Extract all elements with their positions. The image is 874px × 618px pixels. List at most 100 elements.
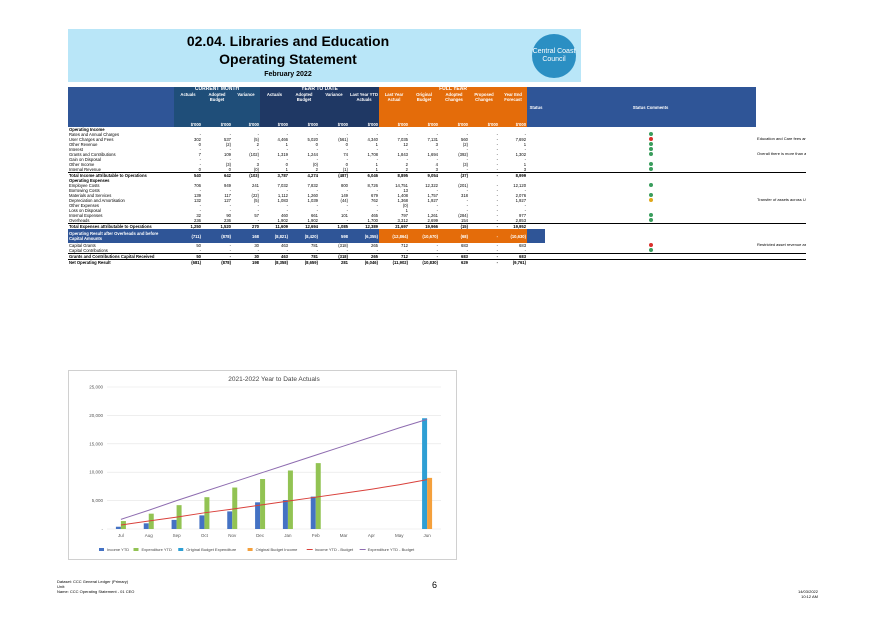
y-tick-label: 25,000 (89, 385, 103, 390)
value-cell: 1 (375, 162, 379, 167)
value-cell: 7,131 (427, 137, 439, 142)
value-cell: - (346, 208, 348, 213)
value-cell: 683 (499, 253, 528, 260)
row-label: Borrowing Costs (69, 188, 100, 193)
value-cell: 3 (435, 167, 439, 172)
row-label: Total Income attributable to Operations (68, 172, 174, 178)
value-cell: 1,244 (307, 152, 318, 157)
value-cell: - (229, 203, 231, 208)
bar-income-ytd (115, 526, 121, 529)
legend-label: Original Budget Income (256, 547, 299, 552)
page-number: 6 (432, 580, 438, 590)
value-cell: - (469, 253, 500, 260)
group-full-year: FULL YEAR (379, 87, 528, 92)
value-cell: (102) (249, 152, 259, 157)
x-tick-label: May (395, 533, 404, 538)
table-row: Internal Expenses 32 90 57 460 661 101 465 797 1,… (68, 213, 806, 218)
status-cell (545, 253, 757, 260)
value-cell: 712 (379, 253, 410, 260)
value-cell: 797 (401, 213, 409, 218)
value-cell: 0 (198, 142, 201, 147)
status-dot-icon (648, 142, 653, 146)
status-comment (756, 259, 806, 265)
value-cell: (3) (462, 162, 469, 167)
value-cell: (0) (312, 162, 318, 167)
row-label: Capital Grants (69, 243, 96, 248)
value-cell: 3 (256, 162, 259, 167)
value-cell: (44) (340, 198, 348, 203)
value-cell: (8,420) (289, 229, 319, 243)
value-cell: 19,966 (409, 223, 440, 229)
row-label: Other Revenue (69, 142, 98, 147)
value-cell: - (229, 243, 231, 248)
value-cell: 762 (371, 198, 379, 203)
value-cell: - (199, 162, 201, 167)
value-cell: (318) (338, 243, 348, 248)
value-cell: - (466, 167, 469, 172)
ytd-actuals-chart: 2021-2022 Year to Date Actuals - 5,000 10,0… (68, 370, 457, 560)
spacer-cell (527, 223, 546, 229)
value-cell: 236 (224, 218, 231, 223)
value-cell: 1 (285, 167, 288, 172)
value-cell: 198 (232, 259, 260, 265)
value-cell: - (376, 203, 379, 208)
value-cell: - (496, 198, 499, 203)
value-cell: 8,999 (499, 172, 528, 178)
column-header: Status (527, 92, 546, 122)
blank-header (68, 87, 174, 92)
value-cell: 14,751 (395, 183, 409, 188)
value-cell: 50 (196, 243, 201, 248)
value-cell: - (316, 157, 318, 162)
column-header: Actuals (174, 92, 202, 122)
value-cell: - (199, 208, 201, 213)
row-label: Interest (69, 147, 83, 152)
value-cell: - (436, 188, 439, 193)
value-cell: - (199, 147, 201, 152)
y-tick-label: 15,000 (89, 441, 103, 446)
value-cell: 781 (289, 253, 319, 260)
value-cell: - (524, 208, 527, 213)
value-cell: 19,952 (499, 223, 528, 229)
table-row: Other Revenue 0 (2) 2 1 0 0 1 12 3 (2) - 1 (68, 142, 806, 147)
value-cell: (392) (458, 152, 469, 157)
value-cell: - (376, 157, 379, 162)
value-cell: - (436, 132, 439, 137)
value-cell: 318 (461, 193, 469, 198)
value-cell: 1,902 (277, 218, 288, 223)
value-cell: - (316, 203, 318, 208)
column-header: Last Year Actual (379, 92, 410, 122)
x-tick-label: Jan (284, 533, 292, 538)
status-cell (545, 162, 756, 167)
status-dot-icon (648, 132, 653, 136)
report-period: February 2022 (264, 71, 312, 78)
x-tick-label: Oct (201, 533, 209, 538)
value-cell: (68) (439, 229, 470, 243)
value-cell: (5) (253, 137, 259, 142)
value-cell: - (496, 203, 499, 208)
value-cell: (10,830) (409, 259, 440, 265)
value-cell: (12,864) (379, 229, 410, 243)
value-cell: (22) (251, 193, 259, 198)
value-cell: 3,312 (397, 218, 409, 223)
chart-svg: 2021-2022 Year to Date Actuals - 5,000 10,0… (89, 376, 441, 552)
value-cell: - (346, 147, 348, 152)
column-header: Adopted Budget (202, 92, 232, 122)
value-cell: - (496, 183, 499, 188)
value-cell: - (257, 218, 259, 223)
legend-label: Income YTD - Budget (315, 547, 354, 552)
x-tick-label: Sep (173, 533, 182, 538)
value-cell: 8,726 (367, 183, 379, 188)
value-cell: - (376, 208, 379, 213)
value-cell: - (199, 132, 201, 137)
report-header: 02.04. Libraries and Education Operating… (68, 29, 581, 82)
line-income-ytd-budget (120, 479, 428, 526)
value-cell: 30 (254, 243, 259, 248)
status-cell (545, 248, 756, 254)
value-cell: 11,609 (260, 223, 289, 229)
y-tick-label: 20,000 (89, 413, 103, 418)
value-cell: 642 (202, 172, 232, 178)
value-cell: - (257, 203, 259, 208)
units-cell: $'000 (439, 122, 470, 127)
units-cell: $'000 (260, 122, 289, 127)
legend-swatch (178, 548, 184, 551)
